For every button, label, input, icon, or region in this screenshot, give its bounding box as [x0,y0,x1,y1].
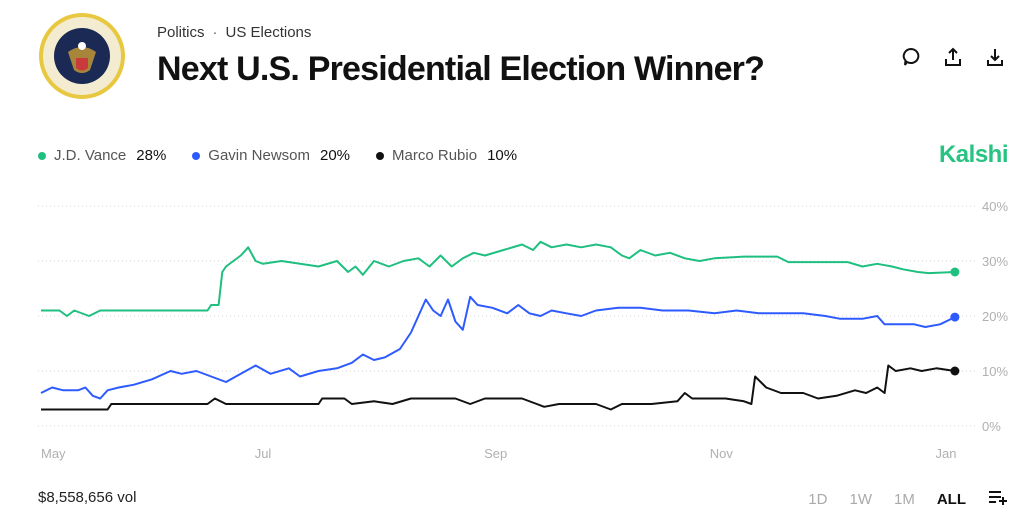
breadcrumb-separator: · [212,24,218,41]
series-end-marker-0[interactable] [950,267,960,277]
y-tick-label: 0% [982,419,1001,434]
range-1w[interactable]: 1W [849,490,872,508]
y-tick-label: 10% [982,364,1008,379]
series-line-2 [41,364,956,411]
range-1d[interactable]: 1D [808,490,828,508]
legend-dot [38,151,46,160]
legend-dot [376,151,385,160]
legend-dot [192,151,201,160]
legend-name: Marco Rubio [392,147,478,164]
breadcrumb-us-elections[interactable]: US Elections [225,24,312,41]
x-tick-label: Jul [255,446,272,461]
y-tick-label: 30% [982,254,1008,269]
range-1m[interactable]: 1M [893,490,915,508]
list-add-icon[interactable] [988,488,1008,510]
range-selector: 1D 1W 1M ALL [808,488,1008,510]
legend-value: 28% [136,147,167,164]
series-end-marker-2[interactable] [950,366,960,376]
download-icon[interactable] [984,46,1006,68]
kalshi-logo: Kalshi [938,141,1009,168]
legend-name: J.D. Vance [54,147,127,164]
breadcrumb: Politics · US Elections [157,24,311,41]
x-tick-label: May [41,446,66,461]
range-all[interactable]: ALL [936,490,966,508]
line-chart: 0% 10% 20% 30% 40% May Jul Sep Nov Jan [38,199,1008,461]
presidential-seal-logo [39,13,125,99]
legend-value: 20% [320,147,351,164]
series-line-1 [40,295,956,400]
header-actions [900,46,1006,68]
legend-name: Gavin Newsom [208,147,310,164]
legend-item-newsom[interactable]: Gavin Newsom 20% [192,147,350,164]
x-tick-label: Nov [710,446,734,461]
volume-label: $8,558,656 vol [38,489,137,506]
breadcrumb-politics[interactable]: Politics [157,24,205,41]
share-icon[interactable] [942,46,964,68]
y-tick-label: 40% [982,199,1008,214]
series-line-0 [41,240,955,317]
legend-value: 10% [487,147,518,164]
chart-legend: J.D. Vance 28% Gavin Newsom 20% Marco Rubi… [38,147,517,164]
legend-item-rubio[interactable]: Marco Rubio 10% [376,147,517,164]
page-title: Next U.S. Presidential Election Winner? [157,50,765,88]
legend-item-vance[interactable]: J.D. Vance 28% [38,147,166,164]
x-tick-label: Jan [936,446,957,461]
comment-icon[interactable] [900,46,922,68]
y-tick-label: 20% [982,309,1008,324]
series-end-marker-1[interactable] [950,312,960,322]
x-tick-label: Sep [484,446,507,461]
